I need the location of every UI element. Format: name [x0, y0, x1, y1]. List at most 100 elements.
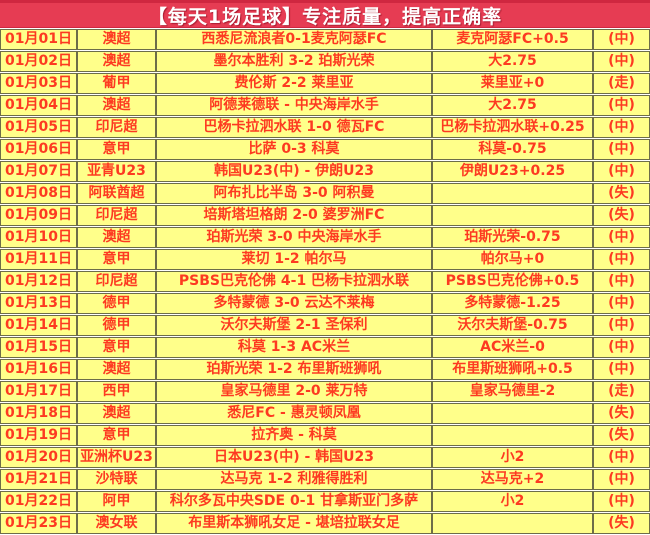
league-cell: 阿甲 [77, 491, 156, 512]
date-cell: 01月02日 [0, 51, 77, 72]
result-cell: (中) [593, 95, 650, 116]
page-title-text: 【每天1场足球】专注质量，提高正确率 [147, 5, 503, 28]
date-cell: 01月01日 [0, 29, 77, 50]
league-cell: 澳超 [77, 29, 156, 50]
table-row: 01月02日 澳超 墨尔本胜利 3-2 珀斯光荣 大2.75 (中) [0, 51, 650, 72]
league-cell: 亚洲杯U23 [77, 447, 156, 468]
date-cell: 01月07日 [0, 161, 77, 182]
league-cell: 阿联酋超 [77, 183, 156, 204]
pick-cell: 巴杨卡拉泗水联+0.25 [432, 117, 593, 138]
table-row: 01月10日 澳超 珀斯光荣 3-0 中央海岸水手 珀斯光荣-0.75 (中) [0, 227, 650, 248]
table-row: 01月11日 意甲 莱切 1-2 帕尔马 帕尔马+0 (中) [0, 249, 650, 270]
league-cell: 澳超 [77, 403, 156, 424]
result-cell: (中) [593, 315, 650, 336]
pick-cell: 帕尔马+0 [432, 249, 593, 270]
match-cell: 科尔多瓦中央SDE 0-1 甘拿斯亚门多萨 [156, 491, 432, 512]
match-cell: 科莫 1-3 AC米兰 [156, 337, 432, 358]
league-cell: 印尼超 [77, 117, 156, 138]
pick-cell: 小2 [432, 447, 593, 468]
pick-cell: 沃尔夫斯堡-0.75 [432, 315, 593, 336]
table-row: 01月12日 印尼超 PSBS巴克伦佛 4-1 巴杨卡拉泗水联 PSBS巴克伦佛+0.… [0, 271, 650, 292]
table-row: 01月16日 澳超 珀斯光荣 1-2 布里斯班狮吼 布里斯班狮吼+0.5 (中) [0, 359, 650, 380]
result-cell: (中) [593, 139, 650, 160]
table-row: 01月09日 印尼超 培斯塔坦格朗 2-0 婆罗洲FC (失) [0, 205, 650, 226]
match-cell: 拉齐奥 - 科莫 [156, 425, 432, 446]
date-cell: 01月06日 [0, 139, 77, 160]
pick-cell: PSBS巴克伦佛+0.5 [432, 271, 593, 292]
result-cell: (走) [593, 381, 650, 402]
pick-cell: 皇家马德里-2 [432, 381, 593, 402]
match-cell: 莱切 1-2 帕尔马 [156, 249, 432, 270]
result-cell: (失) [593, 205, 650, 226]
pick-cell: 麦克阿瑟FC+0.5 [432, 29, 593, 50]
result-cell: (中) [593, 491, 650, 512]
league-cell: 西甲 [77, 381, 156, 402]
date-cell: 01月11日 [0, 249, 77, 270]
result-cell: (中) [593, 469, 650, 490]
result-cell: (中) [593, 293, 650, 314]
table-row: 01月21日 沙特联 达马克 1-2 利雅得胜利 达马克+2 (中) [0, 469, 650, 490]
league-cell: 葡甲 [77, 73, 156, 94]
match-cell: PSBS巴克伦佛 4-1 巴杨卡拉泗水联 [156, 271, 432, 292]
match-cell: 韩国U23(中) - 伊朗U23 [156, 161, 432, 182]
date-cell: 01月08日 [0, 183, 77, 204]
league-cell: 意甲 [77, 249, 156, 270]
table-row: 01月15日 意甲 科莫 1-3 AC米兰 AC米兰-0 (中) [0, 337, 650, 358]
league-cell: 意甲 [77, 337, 156, 358]
date-cell: 01月04日 [0, 95, 77, 116]
match-cell: 巴杨卡拉泗水联 1-0 德瓦FC [156, 117, 432, 138]
date-cell: 01月13日 [0, 293, 77, 314]
match-cell: 悉尼FC - 惠灵顿凤凰 [156, 403, 432, 424]
pick-cell [432, 425, 593, 446]
date-cell: 01月09日 [0, 205, 77, 226]
result-cell: (中) [593, 51, 650, 72]
match-cell: 阿布扎比半岛 3-0 阿积曼 [156, 183, 432, 204]
pick-cell: 大2.75 [432, 95, 593, 116]
date-cell: 01月19日 [0, 425, 77, 446]
table-row: 01月22日 阿甲 科尔多瓦中央SDE 0-1 甘拿斯亚门多萨 小2 (中) [0, 491, 650, 512]
table-row: 01月06日 意甲 比萨 0-3 科莫 科莫-0.75 (中) [0, 139, 650, 160]
date-cell: 01月05日 [0, 117, 77, 138]
league-cell: 亚青U23 [77, 161, 156, 182]
table-row: 01月04日 澳超 阿德莱德联 - 中央海岸水手 大2.75 (中) [0, 95, 650, 116]
league-cell: 意甲 [77, 425, 156, 446]
match-cell: 比萨 0-3 科莫 [156, 139, 432, 160]
table-row: 01月18日 澳超 悉尼FC - 惠灵顿凤凰 (失) [0, 403, 650, 424]
table-row: 01月13日 德甲 多特蒙德 3-0 云达不莱梅 多特蒙德-1.25 (中) [0, 293, 650, 314]
pick-cell: 珀斯光荣-0.75 [432, 227, 593, 248]
match-cell: 西悉尼流浪者0-1麦克阿瑟FC [156, 29, 432, 50]
result-cell: (中) [593, 337, 650, 358]
match-cell: 珀斯光荣 1-2 布里斯班狮吼 [156, 359, 432, 380]
pick-cell: AC米兰-0 [432, 337, 593, 358]
table-row: 01月17日 西甲 皇家马德里 2-0 莱万特 皇家马德里-2 (走) [0, 381, 650, 402]
result-cell: (失) [593, 183, 650, 204]
league-cell: 沙特联 [77, 469, 156, 490]
result-cell: (走) [593, 73, 650, 94]
pick-cell [432, 205, 593, 226]
league-cell: 澳超 [77, 359, 156, 380]
table-row: 01月01日 澳超 西悉尼流浪者0-1麦克阿瑟FC 麦克阿瑟FC+0.5 (中) [0, 29, 650, 50]
match-cell: 培斯塔坦格朗 2-0 婆罗洲FC [156, 205, 432, 226]
pick-cell: 达马克+2 [432, 469, 593, 490]
league-cell: 澳超 [77, 51, 156, 72]
result-cell: (失) [593, 403, 650, 424]
match-cell: 沃尔夫斯堡 2-1 圣保利 [156, 315, 432, 336]
result-cell: (失) [593, 425, 650, 446]
result-cell: (中) [593, 249, 650, 270]
date-cell: 01月03日 [0, 73, 77, 94]
league-cell: 澳超 [77, 227, 156, 248]
match-cell: 阿德莱德联 - 中央海岸水手 [156, 95, 432, 116]
pick-cell: 伊朗U23+0.25 [432, 161, 593, 182]
pick-cell: 科莫-0.75 [432, 139, 593, 160]
page-title: 【每天1场足球】专注质量，提高正确率 [0, 0, 650, 28]
date-cell: 01月12日 [0, 271, 77, 292]
pick-cell: 多特蒙德-1.25 [432, 293, 593, 314]
pick-cell: 莱里亚+0 [432, 73, 593, 94]
predictions-table: 01月01日 澳超 西悉尼流浪者0-1麦克阿瑟FC 麦克阿瑟FC+0.5 (中) 01月0… [0, 28, 650, 535]
match-cell: 珀斯光荣 3-0 中央海岸水手 [156, 227, 432, 248]
date-cell: 01月21日 [0, 469, 77, 490]
date-cell: 01月10日 [0, 227, 77, 248]
table-row: 01月05日 印尼超 巴杨卡拉泗水联 1-0 德瓦FC 巴杨卡拉泗水联+0.25 (中) [0, 117, 650, 138]
table-row: 01月08日 阿联酋超 阿布扎比半岛 3-0 阿积曼 (失) [0, 183, 650, 204]
result-cell: (中) [593, 227, 650, 248]
